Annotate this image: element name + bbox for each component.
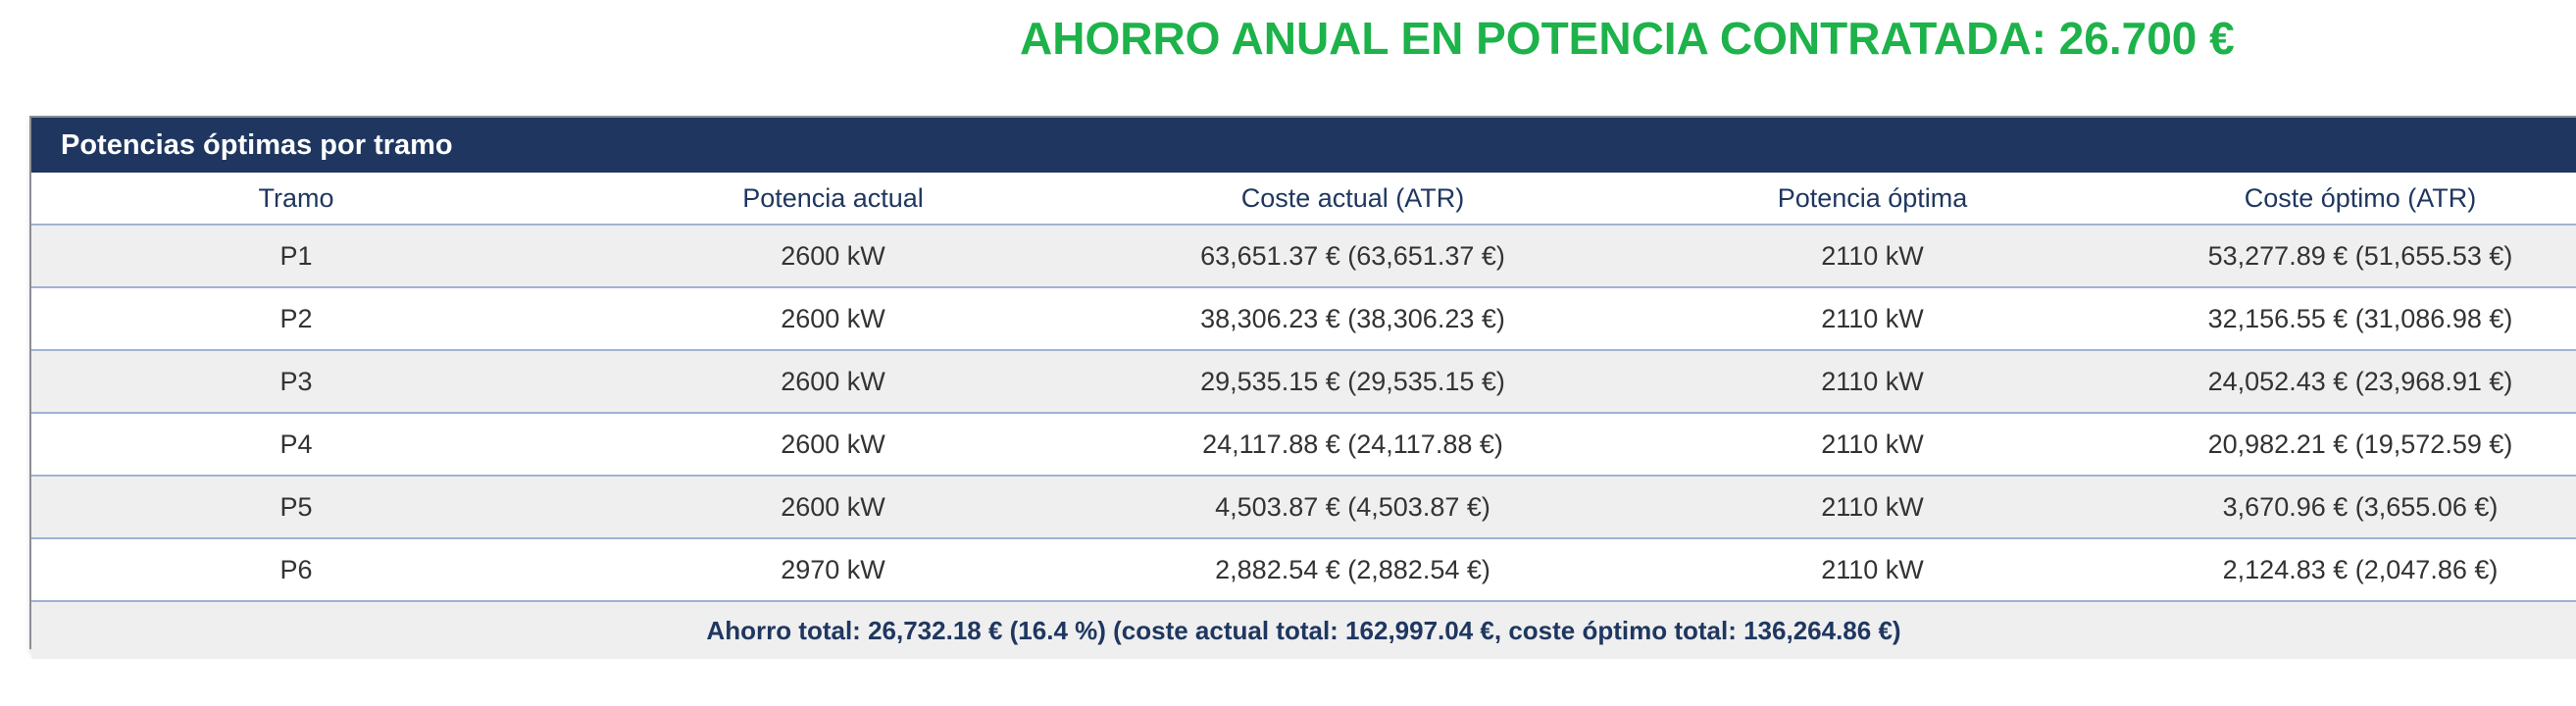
cell-coste-optimo: 24,052.43 € (23,968.91 €) (2145, 350, 2576, 414)
total-savings-text: Ahorro total: 26,732.18 € (16.4 %) (cost… (31, 600, 2576, 659)
cell-potencia-actual: 2600 kW (561, 476, 1105, 539)
panel-title: Potencias óptimas por tramo (31, 118, 2576, 173)
optimal-power-panel: Potencias óptimas por tramo Tramo Potenc… (29, 116, 2576, 659)
cell-tramo: P3 (31, 350, 561, 414)
cell-coste-actual: 4,503.87 € (4,503.87 €) (1105, 476, 1600, 539)
column-header-potencia-actual: Potencia actual (561, 173, 1105, 226)
cell-potencia-optima: 2110 kW (1600, 287, 2145, 351)
table-row: P2 2600 kW 38,306.23 € (38,306.23 €) 211… (31, 287, 2576, 351)
cell-tramo: P6 (31, 538, 561, 602)
cell-coste-actual: 24,117.88 € (24,117.88 €) (1105, 413, 1600, 477)
cell-coste-optimo: 53,277.89 € (51,655.53 €) (2145, 225, 2576, 288)
column-header-potencia-optima: Potencia óptima (1600, 173, 2145, 226)
cell-coste-actual: 29,535.15 € (29,535.15 €) (1105, 350, 1600, 414)
cell-coste-optimo: 3,670.96 € (3,655.06 €) (2145, 476, 2576, 539)
cell-potencia-optima: 2110 kW (1600, 350, 2145, 414)
cell-potencia-actual: 2600 kW (561, 350, 1105, 414)
cell-coste-actual: 2,882.54 € (2,882.54 €) (1105, 538, 1600, 602)
table-row: P4 2600 kW 24,117.88 € (24,117.88 €) 211… (31, 413, 2576, 477)
power-table: Tramo Potencia actual Coste actual (ATR)… (31, 173, 2576, 659)
cell-potencia-optima: 2110 kW (1600, 225, 2145, 288)
cell-coste-actual: 38,306.23 € (38,306.23 €) (1105, 287, 1600, 351)
cell-potencia-optima: 2110 kW (1600, 413, 2145, 477)
cell-coste-optimo: 2,124.83 € (2,047.86 €) (2145, 538, 2576, 602)
cell-coste-optimo: 32,156.55 € (31,086.98 €) (2145, 287, 2576, 351)
column-header-coste-optimo: Coste óptimo (ATR) (2145, 173, 2576, 226)
cell-potencia-actual: 2600 kW (561, 225, 1105, 288)
savings-headline: AHORRO ANUAL EN POTENCIA CONTRATADA: 26.… (1020, 13, 2235, 64)
cell-tramo: P4 (31, 413, 561, 477)
column-header-coste-actual: Coste actual (ATR) (1105, 173, 1600, 226)
cell-tramo: P1 (31, 225, 561, 288)
total-savings-row: Ahorro total: 26,732.18 € (16.4 %) (cost… (31, 600, 2576, 659)
table-row: P1 2600 kW 63,651.37 € (63,651.37 €) 211… (31, 225, 2576, 288)
table-row: P3 2600 kW 29,535.15 € (29,535.15 €) 211… (31, 350, 2576, 414)
table-row: P6 2970 kW 2,882.54 € (2,882.54 €) 2110 … (31, 538, 2576, 602)
cell-tramo: P5 (31, 476, 561, 539)
table-header-row: Tramo Potencia actual Coste actual (ATR)… (31, 173, 2576, 226)
cell-potencia-actual: 2600 kW (561, 413, 1105, 477)
cell-potencia-actual: 2970 kW (561, 538, 1105, 602)
cell-potencia-optima: 2110 kW (1600, 538, 2145, 602)
cell-potencia-actual: 2600 kW (561, 287, 1105, 351)
cell-coste-optimo: 20,982.21 € (19,572.59 €) (2145, 413, 2576, 477)
cell-tramo: P2 (31, 287, 561, 351)
cell-potencia-optima: 2110 kW (1600, 476, 2145, 539)
cell-coste-actual: 63,651.37 € (63,651.37 €) (1105, 225, 1600, 288)
table-row: P5 2600 kW 4,503.87 € (4,503.87 €) 2110 … (31, 476, 2576, 539)
column-header-tramo: Tramo (31, 173, 561, 226)
